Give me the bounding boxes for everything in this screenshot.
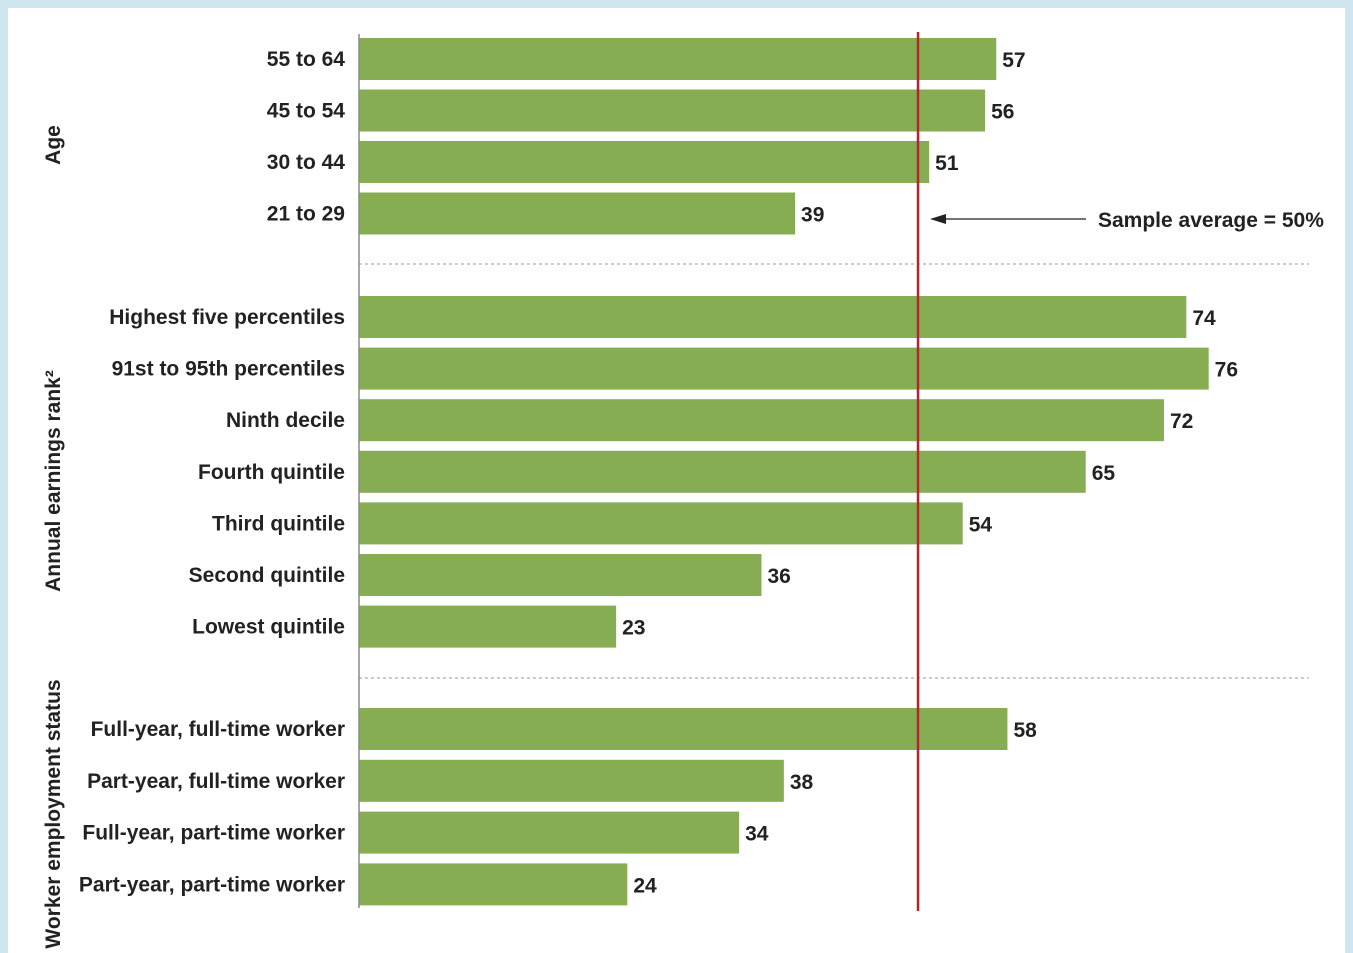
bar (359, 605, 617, 648)
group-label: Worker employment status (42, 679, 65, 948)
group-label: Age (42, 125, 65, 165)
sample-average-label: Sample average = 50% (1098, 209, 1324, 232)
value-label: 76 (1215, 359, 1238, 382)
value-label: 54 (969, 513, 993, 536)
category-label: Third quintile (212, 512, 345, 535)
value-label: 38 (790, 771, 814, 794)
group-label: Annual earnings rank² (42, 370, 65, 592)
bar-chart: 55 to 64 57 45 to 54 56 30 to 44 51 21 to 29 39… (42, 32, 1324, 949)
category-label: Highest five percentiles (109, 306, 345, 329)
category-label: 21 to 29 (267, 203, 345, 226)
average-arrow-head (930, 214, 946, 224)
bar (359, 89, 986, 132)
value-label: 23 (622, 617, 645, 640)
bar (359, 347, 1209, 390)
category-label: Part-year, part-time worker (79, 873, 345, 896)
chart-frame: 55 to 64 57 45 to 54 56 30 to 44 51 21 to 29 39… (8, 8, 1345, 953)
value-label: 74 (1192, 307, 1216, 330)
bar (359, 502, 963, 545)
value-label: 65 (1092, 462, 1116, 485)
value-label: 24 (633, 874, 657, 897)
bar (359, 863, 628, 906)
category-label: Part-year, full-time worker (87, 770, 345, 793)
bar (359, 450, 1086, 493)
value-label: 36 (767, 565, 790, 588)
category-label: 30 to 44 (267, 151, 346, 174)
category-label: Second quintile (189, 564, 345, 587)
category-label: 91st to 95th percentiles (112, 358, 345, 381)
bar (359, 38, 997, 80)
bar (359, 399, 1164, 442)
category-label: Lowest quintile (192, 616, 345, 639)
category-label: Full-year, full-time worker (91, 718, 345, 741)
category-label: 45 to 54 (267, 100, 346, 123)
category-label: Full-year, part-time worker (82, 822, 345, 845)
bar (359, 141, 930, 183)
value-label: 58 (1013, 719, 1037, 742)
value-label: 56 (991, 101, 1014, 124)
value-label: 39 (801, 204, 824, 227)
category-label: Ninth decile (226, 409, 345, 432)
category-label: 55 to 64 (267, 48, 346, 71)
value-label: 57 (1002, 49, 1025, 72)
bar (359, 296, 1187, 338)
value-label: 72 (1170, 410, 1193, 433)
value-label: 34 (745, 823, 769, 846)
category-label: Fourth quintile (198, 461, 345, 484)
bar (359, 811, 740, 854)
bar (359, 708, 1008, 750)
bar (359, 192, 796, 235)
value-label: 51 (935, 152, 959, 175)
bar (359, 759, 784, 802)
bar (359, 554, 762, 596)
